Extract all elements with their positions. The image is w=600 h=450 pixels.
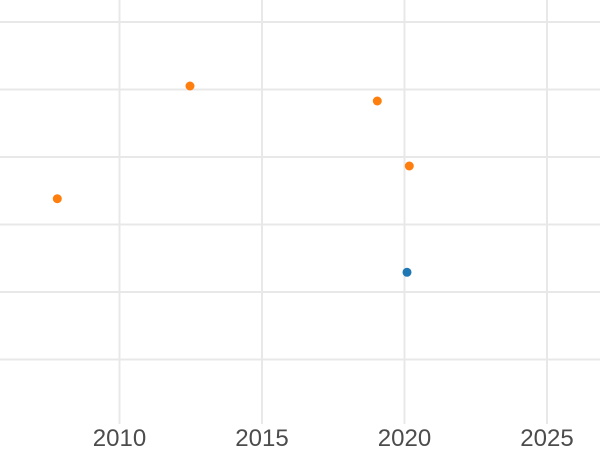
data-point-orange[interactable] [52,194,62,204]
data-point-orange[interactable] [372,96,382,106]
data-point-orange[interactable] [404,161,414,171]
x-tick-label: 2020 [378,425,431,450]
data-point-blue[interactable] [402,267,412,277]
x-tick-label: 2010 [93,425,146,450]
x-tick-label: 2025 [520,425,573,450]
data-point-orange[interactable] [185,81,195,91]
x-tick-label: 2015 [235,425,288,450]
